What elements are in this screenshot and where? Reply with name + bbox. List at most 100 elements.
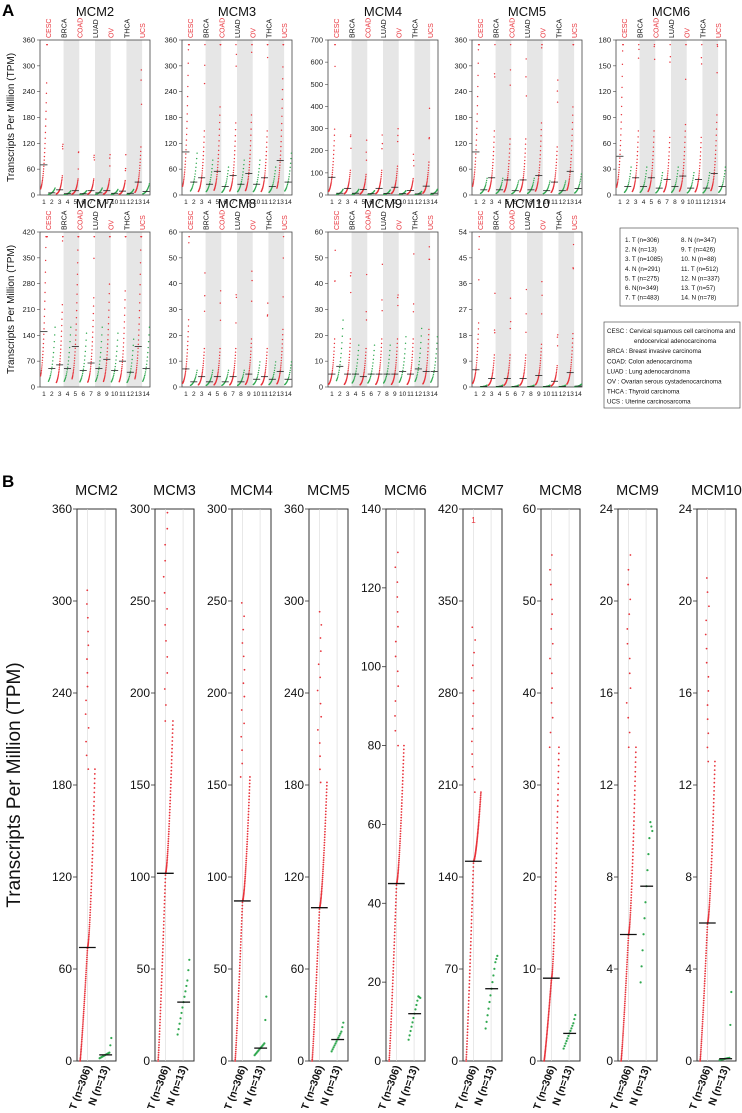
tumor-point: [699, 170, 700, 171]
tumor-point: [470, 934, 472, 936]
tumor-point: [235, 294, 236, 295]
normal-point: [432, 377, 433, 378]
tumor-point: [471, 626, 473, 628]
tumor-point: [473, 182, 474, 183]
tumor-point: [86, 658, 88, 660]
tumor-point: [635, 172, 636, 173]
normal-point: [117, 189, 118, 190]
tumor-point: [82, 1026, 84, 1028]
tumor-point: [571, 350, 572, 351]
tumor-point: [237, 1004, 239, 1006]
y-tick-label: 360: [164, 36, 177, 45]
tumor-point: [652, 155, 653, 156]
tumor-point: [315, 990, 317, 992]
tumor-point: [365, 355, 366, 356]
tumor-point: [394, 371, 395, 372]
legend-abbrev-entry: BRCA : Breast invasive carcinoma: [607, 348, 702, 355]
tumor-point: [479, 810, 481, 812]
tumor-point: [550, 991, 552, 993]
tumor-point: [556, 853, 558, 855]
tumor-point: [204, 272, 205, 273]
tumor-point: [698, 176, 699, 177]
tumor-point: [555, 894, 557, 896]
normal-point: [628, 184, 629, 185]
tumor-point: [60, 355, 61, 356]
y-tick-label: 60: [459, 165, 467, 174]
normal-point: [148, 341, 149, 342]
tumor-point: [247, 182, 248, 183]
normal-point: [133, 338, 134, 339]
normal-point: [226, 178, 227, 179]
normal-point: [84, 359, 85, 360]
normal-point: [242, 171, 243, 172]
normal-point: [419, 361, 420, 362]
tumor-point: [243, 682, 245, 684]
tumor-point: [244, 877, 246, 879]
tumor-point: [397, 128, 398, 129]
normal-point: [187, 969, 189, 971]
tumor-point: [396, 347, 397, 348]
y-tick-label: 300: [130, 502, 150, 516]
normal-point: [144, 375, 145, 376]
tumor-point: [245, 866, 247, 868]
tumor-point: [466, 1046, 468, 1048]
normal-point: [68, 360, 69, 361]
tumor-point: [325, 801, 327, 803]
tumor-point: [188, 63, 189, 64]
y-tick-label: 300: [310, 124, 323, 133]
x-tick-label: 2: [192, 391, 196, 398]
tumor-point: [403, 759, 405, 761]
tumor-point: [278, 174, 279, 175]
tumor-point: [42, 357, 43, 358]
tumor-point: [390, 1021, 392, 1023]
tumor-point: [684, 155, 685, 156]
tumor-point: [204, 348, 205, 349]
tumor-point: [425, 374, 426, 375]
tumor-point: [124, 307, 125, 308]
normal-point: [436, 353, 437, 354]
tumor-point: [251, 301, 252, 302]
tumor-point: [558, 771, 560, 773]
tumor-point: [469, 973, 471, 975]
normal-point: [116, 351, 117, 352]
tumor-point: [238, 996, 240, 998]
tumor-point: [365, 360, 366, 361]
tumor-point: [427, 360, 428, 361]
tumor-point: [401, 811, 403, 813]
tumor-point: [217, 167, 218, 168]
x-tick-label: 9: [105, 391, 109, 398]
normal-point: [194, 378, 195, 379]
tumor-point: [109, 165, 110, 166]
normal-point: [212, 164, 213, 165]
x-tick-label: 4: [66, 391, 70, 398]
normal-point: [387, 370, 388, 371]
tumor-point: [622, 64, 623, 65]
tumor-point: [350, 272, 351, 273]
x-tick-label: 2: [338, 199, 342, 206]
tumor-point: [91, 349, 92, 350]
tumor-point: [280, 158, 281, 159]
tumor-point: [508, 166, 509, 167]
tumor-point: [556, 832, 558, 834]
tumor-point: [165, 640, 167, 642]
cancer-label: COAD: [653, 18, 660, 38]
tumor-point: [163, 931, 165, 933]
tumor-point: [163, 906, 165, 908]
normal-point: [290, 370, 291, 371]
tumor-point: [170, 787, 172, 789]
y-tick-label: 300: [52, 594, 72, 608]
tumor-point: [76, 323, 77, 324]
tumor-point: [619, 167, 620, 168]
normal-point: [644, 180, 645, 181]
tumor-point: [88, 934, 90, 936]
tumor-point: [428, 334, 429, 335]
normal-point: [372, 362, 373, 363]
tumor-point: [637, 142, 638, 143]
tumor-point: [524, 362, 525, 363]
normal-point: [492, 974, 494, 976]
tumor-point: [241, 749, 243, 751]
tumor-point: [203, 363, 204, 364]
tumor-point: [569, 374, 570, 375]
